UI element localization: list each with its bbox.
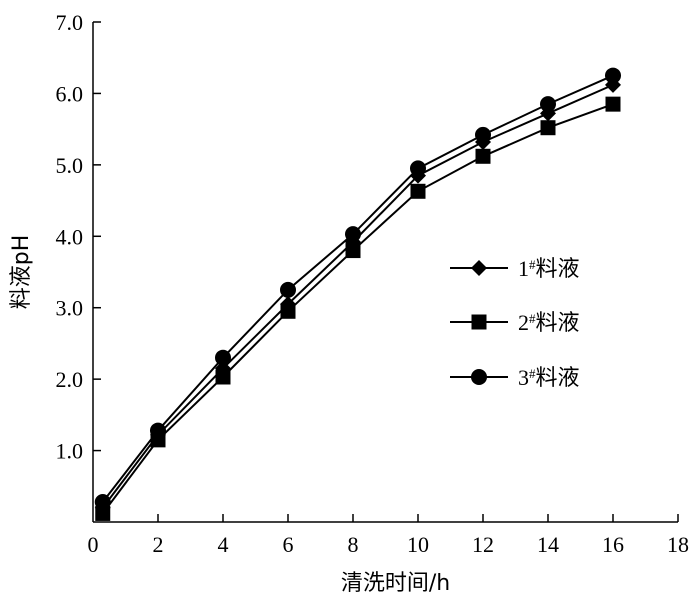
x-tick-label: 14 xyxy=(537,532,559,557)
series-layer xyxy=(94,67,621,521)
series-2-point xyxy=(215,369,231,385)
series-3-line xyxy=(101,74,614,503)
x-tick-label: 12 xyxy=(472,532,494,557)
series-3-point xyxy=(605,67,621,84)
y-tick-label: 7.0 xyxy=(56,10,84,35)
series-2-point xyxy=(410,183,426,199)
series-2-point xyxy=(345,243,361,259)
x-axis-ticks: 0 2 4 6 8 10 12 14 16 18 xyxy=(88,514,689,557)
y-tick-label: 4.0 xyxy=(56,224,84,249)
series-3-point xyxy=(280,281,296,298)
x-tick-label: 0 xyxy=(88,532,99,557)
axes xyxy=(92,22,678,523)
legend-label: 3#料液 xyxy=(518,365,580,391)
series-2 xyxy=(95,96,621,521)
x-tick-label: 8 xyxy=(348,532,359,557)
x-tick-label: 6 xyxy=(283,532,294,557)
legend-marker xyxy=(471,260,487,276)
series-2-point xyxy=(475,148,491,164)
series-3-point xyxy=(540,96,556,113)
series-3-point xyxy=(150,422,166,439)
series-2-point xyxy=(540,120,556,136)
series-3-point xyxy=(94,494,111,510)
legend: 1#料液 2#料液 3#料液 xyxy=(450,256,580,391)
x-axis-title: 清洗时间/h xyxy=(341,571,450,596)
x-tick-label: 16 xyxy=(602,532,624,557)
legend-item-3: 3#料液 xyxy=(450,365,580,391)
y-tick-label: 5.0 xyxy=(56,153,84,178)
legend-label: 2#料液 xyxy=(518,310,580,336)
series-3-point xyxy=(475,126,491,143)
legend-marker xyxy=(471,314,487,330)
x-tick-label: 18 xyxy=(667,532,689,557)
series-2-line xyxy=(101,103,614,515)
legend-marker xyxy=(471,369,487,385)
y-tick-label: 2.0 xyxy=(56,367,84,392)
series-1 xyxy=(94,76,621,516)
series-3-point xyxy=(215,349,231,366)
series-3-point xyxy=(345,226,361,243)
legend-label: 1#料液 xyxy=(518,256,580,282)
series-3-point xyxy=(410,160,426,177)
legend-item-1: 1#料液 xyxy=(450,256,580,282)
y-tick-label: 6.0 xyxy=(56,81,84,106)
x-tick-label: 10 xyxy=(407,532,429,557)
y-tick-label: 1.0 xyxy=(56,439,84,464)
series-1-line xyxy=(101,83,614,509)
legend-item-2: 2#料液 xyxy=(450,310,580,336)
y-axis-title: 料液pH xyxy=(9,235,34,310)
x-tick-label: 2 xyxy=(153,532,164,557)
series-2-point xyxy=(280,303,296,319)
y-tick-label: 3.0 xyxy=(56,296,84,321)
series-2-point xyxy=(95,505,111,521)
series-2-point xyxy=(605,96,621,112)
y-axis-ticks: 1.0 2.0 3.0 4.0 5.0 6.0 7.0 xyxy=(56,10,101,464)
series-3 xyxy=(94,67,621,510)
x-tick-label: 4 xyxy=(218,532,229,557)
